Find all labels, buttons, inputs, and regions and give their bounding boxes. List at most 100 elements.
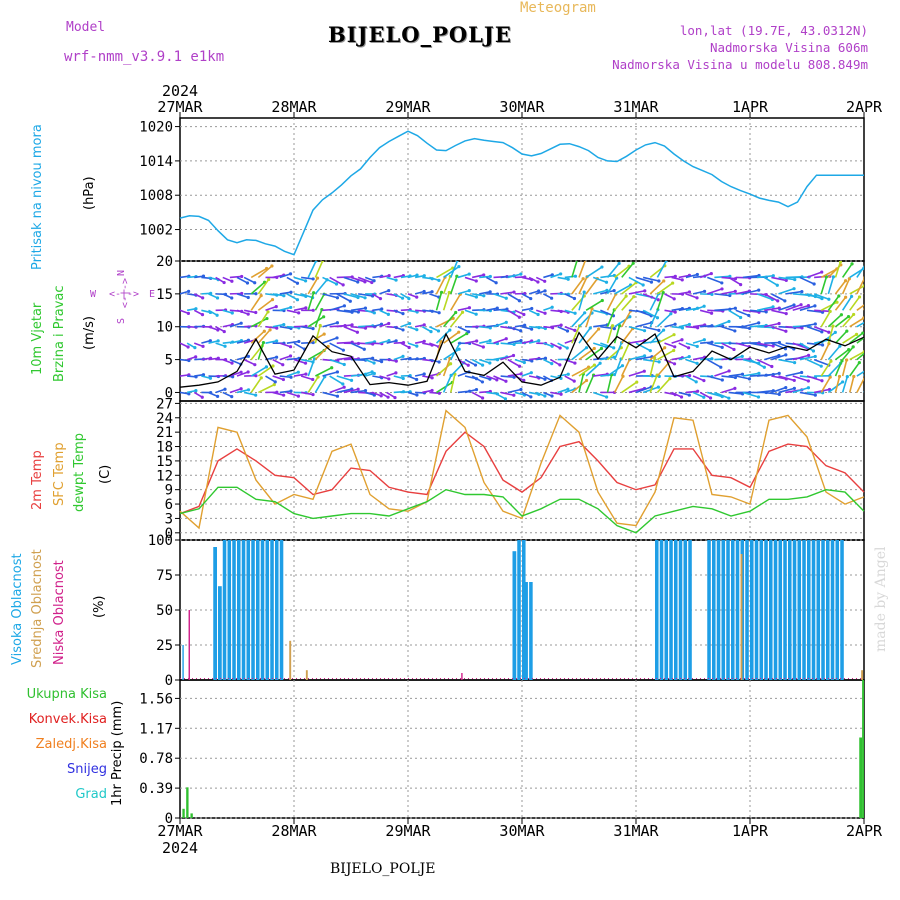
wind-barb [628,325,645,332]
wind-barb [834,330,848,344]
wind-barb [564,325,576,332]
y-tick-label: 6 [165,497,173,513]
wind-barb [606,309,616,328]
wind-barb [585,308,593,327]
wind-barb [813,358,830,366]
wind-barb [613,342,623,360]
wind-barb-head [793,277,797,282]
wind-barb-head [529,296,533,301]
wind-barb [307,358,316,377]
wind-barb-head [394,359,398,363]
wind-barb [728,276,742,286]
high-cloud-bar [678,540,683,680]
wind-barb [393,375,404,380]
wind-barb-head [573,311,577,315]
mid-cloud-bar [289,640,292,680]
wind-barb-head [680,326,685,330]
footer-station: BIJELO_POLJE [330,861,436,877]
wind-barb [820,276,828,295]
wind-barb-head [254,374,258,378]
high-cloud-bar [707,540,711,680]
wind-barb [614,295,627,311]
wind-barb [464,309,477,315]
wind-barb [593,289,608,295]
wind-barb [735,358,750,361]
wind-barb [656,282,674,295]
wind-barb [443,348,460,361]
wind-barb-head [467,272,471,276]
wind-barb-head [783,299,787,303]
wind-barb [435,363,452,377]
wind-barb-head [631,261,635,265]
y-tick-label: 1014 [139,154,173,170]
wind-barb-head [573,361,577,365]
wind-barb-head [871,316,874,319]
wind-barb-head [295,298,300,302]
wind-barb [571,325,581,344]
wind-barb-head [437,311,441,315]
wind-barb [464,276,477,282]
wind-barb-head [747,377,752,381]
wind-barb-head [511,353,516,358]
wind-barb [300,293,313,299]
wind-barb [849,317,864,328]
high-cloud-bar [241,540,246,680]
wind-barb [657,333,675,344]
wind-barb-head [850,294,854,299]
wind-barb [521,391,532,398]
wind-barb [593,342,608,348]
wind-barb [493,337,507,344]
high-cloud-bar [778,540,783,680]
wind-barb [799,323,816,328]
top-date-label: 1APR [732,98,769,116]
bottom-date-label: 29MAR [385,822,431,840]
wind-barb [728,391,743,395]
wind-barb-head [482,294,486,298]
precip-total-bar [190,813,193,818]
wind-barb-head [504,320,508,324]
wind-barb-head [482,273,486,277]
wind-barb [550,324,562,328]
wind-barb [386,358,397,362]
wind-barb-head [474,312,478,316]
wind-barb [521,340,532,344]
wind-barb-head [757,371,761,375]
wind-barb-head [272,383,276,387]
wind-barb [507,325,521,332]
wind-barb-head [600,298,604,303]
wind-barb-head [543,279,547,283]
wind-barb [336,293,351,302]
wind-barb-head [281,363,285,367]
wind-barb-head [504,379,508,383]
high-cloud-bar [745,540,749,680]
wind-barb-head [874,311,877,314]
wind-barb-head [857,360,861,365]
wind-barb-head [642,369,646,373]
y-tick-label: 0 [165,526,173,542]
wind-barb [571,261,578,278]
wind-barb-head [610,324,615,328]
wind-barb-head [543,289,547,293]
wind-barb [707,375,723,381]
temp2m-label: 2m Temp [30,450,45,510]
wind-barb [307,349,325,361]
wind-barb-head [732,347,736,352]
wind-barb [286,371,299,377]
wind-barb [621,282,637,295]
wind-barb [820,343,830,360]
wind-barb [293,373,307,377]
wind-barb [606,325,614,344]
wind-barb [528,309,539,316]
wind-barb [571,366,589,377]
wind-barb [493,293,507,300]
wind-barb [578,364,595,377]
wind-barb-head [835,300,839,304]
wind-barb-head [208,339,212,343]
wind-barb-head [812,282,816,286]
wind-barb-head [672,297,676,301]
wind-barb-head [550,273,554,277]
wind-barb-head [401,311,405,316]
high-cloud-bar [750,540,754,680]
high-cloud-bar [227,540,232,680]
wind-barb-head [831,275,836,279]
